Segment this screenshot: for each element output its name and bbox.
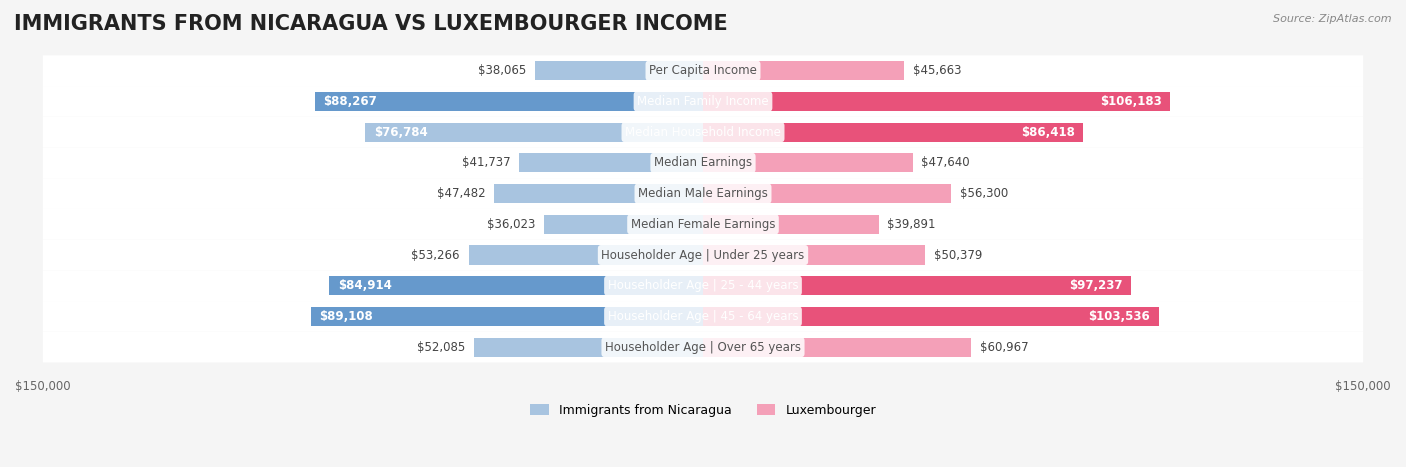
Text: Householder Age | Over 65 years: Householder Age | Over 65 years — [605, 340, 801, 354]
Bar — [366, 123, 703, 142]
Text: $53,266: $53,266 — [412, 248, 460, 262]
Text: $88,267: $88,267 — [323, 95, 377, 108]
Text: $60,967: $60,967 — [980, 340, 1029, 354]
Bar — [703, 215, 879, 234]
FancyBboxPatch shape — [42, 117, 1364, 148]
Text: $56,300: $56,300 — [959, 187, 1008, 200]
Bar — [703, 276, 1130, 295]
Text: Householder Age | 45 - 64 years: Householder Age | 45 - 64 years — [607, 310, 799, 323]
Text: $39,891: $39,891 — [887, 218, 936, 231]
FancyBboxPatch shape — [42, 178, 1364, 209]
Bar — [311, 307, 703, 326]
Bar — [474, 338, 703, 357]
Text: $86,418: $86,418 — [1021, 126, 1074, 139]
Text: $38,065: $38,065 — [478, 64, 527, 77]
Bar — [536, 61, 703, 80]
FancyBboxPatch shape — [42, 86, 1364, 117]
Bar — [468, 246, 703, 264]
Text: $106,183: $106,183 — [1099, 95, 1161, 108]
Bar — [703, 246, 925, 264]
Text: $41,737: $41,737 — [463, 156, 510, 170]
Text: $84,914: $84,914 — [337, 279, 392, 292]
Text: Median Earnings: Median Earnings — [654, 156, 752, 170]
Text: $47,482: $47,482 — [437, 187, 485, 200]
FancyBboxPatch shape — [42, 270, 1364, 301]
Text: Median Household Income: Median Household Income — [626, 126, 780, 139]
Bar — [544, 215, 703, 234]
FancyBboxPatch shape — [42, 209, 1364, 240]
Text: Median Male Earnings: Median Male Earnings — [638, 187, 768, 200]
Bar — [315, 92, 703, 111]
Legend: Immigrants from Nicaragua, Luxembourger: Immigrants from Nicaragua, Luxembourger — [524, 399, 882, 422]
Bar — [494, 184, 703, 203]
Bar — [519, 153, 703, 172]
Bar — [329, 276, 703, 295]
Text: $47,640: $47,640 — [921, 156, 970, 170]
Text: $36,023: $36,023 — [488, 218, 536, 231]
Bar — [703, 153, 912, 172]
Bar — [703, 123, 1084, 142]
Text: $52,085: $52,085 — [416, 340, 465, 354]
Text: $76,784: $76,784 — [374, 126, 427, 139]
Text: IMMIGRANTS FROM NICARAGUA VS LUXEMBOURGER INCOME: IMMIGRANTS FROM NICARAGUA VS LUXEMBOURGE… — [14, 14, 728, 34]
Text: $89,108: $89,108 — [319, 310, 374, 323]
FancyBboxPatch shape — [42, 148, 1364, 178]
Text: Source: ZipAtlas.com: Source: ZipAtlas.com — [1274, 14, 1392, 24]
Text: Per Capita Income: Per Capita Income — [650, 64, 756, 77]
Bar — [703, 92, 1170, 111]
Bar — [703, 338, 972, 357]
FancyBboxPatch shape — [42, 56, 1364, 86]
Text: Householder Age | Under 25 years: Householder Age | Under 25 years — [602, 248, 804, 262]
Text: Median Female Earnings: Median Female Earnings — [631, 218, 775, 231]
Text: $50,379: $50,379 — [934, 248, 981, 262]
Bar — [703, 61, 904, 80]
Text: $103,536: $103,536 — [1088, 310, 1150, 323]
Text: $97,237: $97,237 — [1069, 279, 1122, 292]
Text: $45,663: $45,663 — [912, 64, 962, 77]
Text: Median Family Income: Median Family Income — [637, 95, 769, 108]
FancyBboxPatch shape — [42, 332, 1364, 362]
Bar — [703, 307, 1159, 326]
FancyBboxPatch shape — [42, 240, 1364, 270]
Text: Householder Age | 25 - 44 years: Householder Age | 25 - 44 years — [607, 279, 799, 292]
FancyBboxPatch shape — [42, 301, 1364, 332]
Bar — [703, 184, 950, 203]
